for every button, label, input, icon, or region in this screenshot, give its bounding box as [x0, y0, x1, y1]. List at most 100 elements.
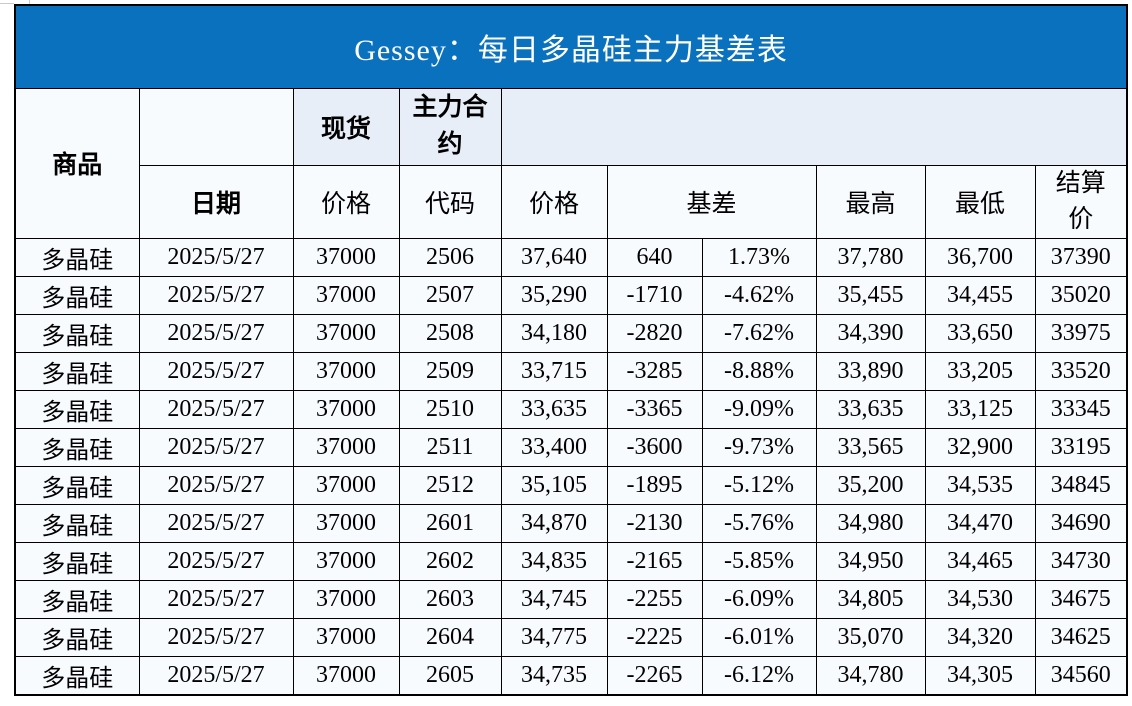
date-cell: 2025/5/27 — [138, 428, 294, 467]
commodity-cell[interactable]: 多晶硅 — [14, 352, 140, 391]
basis-value-cell: -3285 — [606, 352, 703, 391]
date-cell: 2025/5/27 — [138, 276, 294, 315]
contract-code-cell: 2506 — [398, 238, 502, 277]
basis-value-cell: -2130 — [606, 504, 703, 543]
high-cell: 33,565 — [815, 428, 926, 467]
header-merged-accent-cell — [500, 87, 1128, 166]
contract-code-cell: 2508 — [398, 314, 502, 353]
high-cell: 33,635 — [815, 390, 926, 429]
high-cell: 33,890 — [815, 352, 926, 391]
basis-percent-cell: -5.85% — [701, 542, 817, 581]
commodity-cell[interactable]: 多晶硅 — [14, 542, 140, 581]
commodity-cell[interactable]: 多晶硅 — [14, 656, 140, 695]
high-cell: 35,455 — [815, 276, 926, 315]
table-row: 多晶硅 2025/5/27 37000 2509 33,715 -3285 -8.88% 33… — [14, 352, 1128, 391]
header-low: 最低 — [924, 164, 1036, 239]
contract-code-cell: 2510 — [398, 390, 502, 429]
spot-price-cell: 37000 — [292, 276, 400, 315]
settlement-price-cell: 33195 — [1034, 428, 1128, 467]
contract-price-cell: 33,715 — [500, 352, 608, 391]
contract-price-cell: 35,290 — [500, 276, 608, 315]
basis-percent-cell: -4.62% — [701, 276, 817, 315]
settlement-price-cell: 34560 — [1034, 656, 1128, 695]
table-row: 多晶硅 2025/5/27 37000 2601 34,870 -2130 -5.76% 34… — [14, 504, 1128, 543]
contract-price-cell: 34,870 — [500, 504, 608, 543]
settlement-price-cell: 33345 — [1034, 390, 1128, 429]
table-row: 多晶硅 2025/5/27 37000 2510 33,635 -3365 -9.09% 33… — [14, 390, 1128, 429]
settlement-price-cell: 34675 — [1034, 580, 1128, 619]
basis-value-cell: -2265 — [606, 656, 703, 695]
high-cell: 34,780 — [815, 656, 926, 695]
high-cell: 35,200 — [815, 466, 926, 505]
settlement-price-cell: 37390 — [1034, 238, 1128, 277]
settlement-price-cell: 33520 — [1034, 352, 1128, 391]
spreadsheet-gridline-horizontal — [0, 3, 14, 4]
header-settlement-price: 结算价 — [1034, 164, 1128, 239]
date-cell: 2025/5/27 — [138, 466, 294, 505]
table-row: 多晶硅 2025/5/27 37000 2507 35,290 -1710 -4.62% 35… — [14, 276, 1128, 315]
contract-code-cell: 2507 — [398, 276, 502, 315]
spot-price-cell: 37000 — [292, 504, 400, 543]
commodity-cell[interactable]: 多晶硅 — [14, 618, 140, 657]
low-cell: 34,535 — [924, 466, 1036, 505]
commodity-cell[interactable]: 多晶硅 — [14, 466, 140, 505]
contract-price-cell: 34,775 — [500, 618, 608, 657]
date-cell: 2025/5/27 — [138, 542, 294, 581]
spot-price-cell: 37000 — [292, 656, 400, 695]
contract-price-cell: 34,180 — [500, 314, 608, 353]
date-cell: 2025/5/27 — [138, 580, 294, 619]
high-cell: 34,980 — [815, 504, 926, 543]
commodity-cell[interactable]: 多晶硅 — [14, 504, 140, 543]
contract-price-cell: 33,400 — [500, 428, 608, 467]
table-row: 多晶硅 2025/5/27 37000 2603 34,745 -2255 -6.09% 34… — [14, 580, 1128, 619]
contract-code-cell: 2601 — [398, 504, 502, 543]
header-row-fields: 日期 价格 代码 价格 基差 最高 最低 结算价 — [15, 164, 1128, 239]
contract-code-cell: 2605 — [398, 656, 502, 695]
date-cell: 2025/5/27 — [138, 352, 294, 391]
basis-percent-cell: 1.73% — [701, 238, 817, 277]
low-cell: 32,900 — [924, 428, 1036, 467]
commodity-cell[interactable]: 多晶硅 — [14, 428, 140, 467]
header-commodity: 商品 — [14, 87, 140, 239]
table-row: 多晶硅 2025/5/27 37000 2506 37,640 640 1.73% 37,78… — [14, 238, 1128, 277]
spot-price-cell: 37000 — [292, 466, 400, 505]
spot-price-cell: 37000 — [292, 238, 400, 277]
contract-price-cell: 34,745 — [500, 580, 608, 619]
date-cell: 2025/5/27 — [138, 238, 294, 277]
header-contract-code: 代码 — [398, 164, 502, 239]
header-spot-price: 价格 — [292, 164, 400, 239]
table-row: 多晶硅 2025/5/27 37000 2602 34,835 -2165 -5.85% 34… — [14, 542, 1128, 581]
spreadsheet-gridline-vertical — [29, 0, 30, 4]
settlement-price-cell: 34845 — [1034, 466, 1128, 505]
commodity-cell[interactable]: 多晶硅 — [14, 580, 140, 619]
spot-price-cell: 37000 — [292, 352, 400, 391]
commodity-cell[interactable]: 多晶硅 — [14, 276, 140, 315]
table-row: 多晶硅 2025/5/27 37000 2604 34,775 -2225 -6.01% 35… — [14, 618, 1128, 657]
basis-value-cell: -2820 — [606, 314, 703, 353]
low-cell: 34,320 — [924, 618, 1036, 657]
basis-value-cell: 640 — [606, 238, 703, 277]
high-cell: 35,070 — [815, 618, 926, 657]
basis-value-cell: -3600 — [606, 428, 703, 467]
low-cell: 34,465 — [924, 542, 1036, 581]
commodity-cell[interactable]: 多晶硅 — [14, 238, 140, 277]
date-cell: 2025/5/27 — [138, 390, 294, 429]
contract-code-cell: 2511 — [398, 428, 502, 467]
commodity-cell[interactable]: 多晶硅 — [14, 314, 140, 353]
date-cell: 2025/5/27 — [138, 314, 294, 353]
spot-price-cell: 37000 — [292, 390, 400, 429]
contract-code-cell: 2603 — [398, 580, 502, 619]
commodity-cell[interactable]: 多晶硅 — [14, 390, 140, 429]
basis-percent-cell: -6.12% — [701, 656, 817, 695]
basis-percent-cell: -5.12% — [701, 466, 817, 505]
low-cell: 33,205 — [924, 352, 1036, 391]
high-cell: 34,390 — [815, 314, 926, 353]
basis-percent-cell: -6.09% — [701, 580, 817, 619]
basis-value-cell: -2225 — [606, 618, 703, 657]
table-row: 多晶硅 2025/5/27 37000 2508 34,180 -2820 -7.62% 34… — [14, 314, 1128, 353]
basis-value-cell: -1895 — [606, 466, 703, 505]
low-cell: 34,530 — [924, 580, 1036, 619]
header-high: 最高 — [815, 164, 926, 239]
spot-price-cell: 37000 — [292, 428, 400, 467]
header-spot-group: 现货 — [292, 87, 400, 166]
